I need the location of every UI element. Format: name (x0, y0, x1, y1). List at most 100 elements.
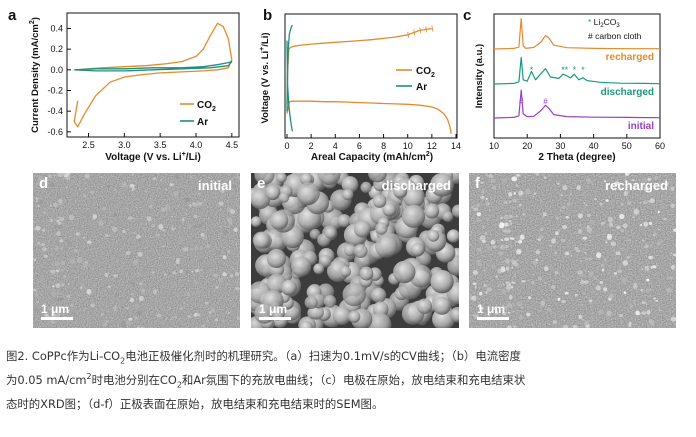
li2co3-peak-mark: * (581, 65, 585, 75)
legend-carbon-cloth: # carbon cloth (588, 31, 642, 41)
c-series-line (493, 89, 661, 119)
c-xtick-label: 10 (489, 141, 499, 151)
a-ytick-label: -0.6 (47, 127, 63, 137)
b-series-line (286, 24, 293, 112)
a-series-line (73, 22, 233, 128)
sem-image-f (469, 173, 676, 328)
panel-b-letter: b (263, 7, 272, 24)
a-ytick-label: 0.4 (50, 24, 63, 34)
c-xtick-label: 50 (622, 141, 632, 151)
legend-co2: CO2 (197, 100, 216, 113)
panel-b: b 0 2 4 6 8 10 12 14 Areal Capacity (mAh/cm2) V… (259, 7, 461, 163)
c-xtick-label: 30 (555, 141, 565, 151)
sem-d-scalebar: 1 μm (41, 302, 79, 320)
sem-panel-f: f recharged 1 μm (469, 173, 676, 328)
label-recharged: recharged (606, 52, 654, 63)
sem-d-letter: d (39, 175, 49, 192)
panel-a-frame (66, 12, 240, 138)
panel-c-xlabel: 2 Theta (degree) (538, 152, 615, 163)
legend-b-ar: Ar (416, 82, 427, 93)
panel-a: a 0.40.20.0-0.2-0.4-0.6 2.5 3.0 3.5 4.0 4.5 … (8, 7, 240, 163)
b-charge-tick (431, 25, 434, 32)
panel-b-series (286, 24, 452, 134)
panel-c-xticks: 10 20 30 40 50 60 (489, 134, 665, 151)
panel-b-xticks: 0 2 4 6 8 10 12 14 (284, 134, 461, 151)
b-xtick-label: 0 (284, 141, 289, 151)
sem-panel-e: e discharged 1 μm (251, 173, 459, 328)
figure-charts: a 0.40.20.0-0.2-0.4-0.6 2.5 3.0 3.5 4.0 4.5 … (8, 7, 665, 163)
sem-d-scale-label: 1 μm (41, 302, 70, 316)
panel-c-frame (493, 13, 661, 139)
figure-caption: 图2. CoPPc作为Li-CO2电池正极催化剂时的机理研究。（a）扫速为0.1… (6, 344, 692, 416)
panel-a-legend: CO2 Ar (180, 100, 216, 128)
panel-b-legend: CO2 Ar (396, 66, 435, 93)
carbon-cloth-peak-mark: # (543, 97, 548, 106)
panel-c-legend: * Li2CO3 # carbon cloth (588, 17, 642, 41)
panel-a-yticks: 0.4 0.2 0.0 -0.2 -0.4 -0.6 (47, 24, 71, 137)
li2co3-peak-mark: * (565, 65, 569, 75)
panel-c-ylabel: Intensity (a.u.) (474, 44, 485, 108)
legend-li2co3: * Li2CO3 (588, 17, 620, 29)
li2co3-peak-mark: * (573, 65, 577, 75)
c-series-line (493, 56, 661, 85)
b-xtick-label: 8 (381, 141, 386, 151)
a-ytick-label: 0.0 (50, 65, 63, 75)
li2co3-peak-mark: * (561, 65, 565, 75)
a-ytick-label: -0.2 (47, 86, 63, 96)
sem-e-state: discharged (381, 178, 451, 193)
a-series-line (74, 60, 233, 72)
a-xtick-label: 3.0 (118, 140, 131, 150)
panel-c: c 10 20 30 40 50 60 2 Theta (degree) Intensit… (463, 7, 665, 163)
c-xtick-label: 20 (522, 141, 532, 151)
b-series-line (286, 27, 432, 105)
sem-e-scale-label: 1 μm (259, 302, 288, 316)
b-charge-tick (413, 29, 416, 36)
sem-image-d (33, 173, 240, 328)
sem-panel-d: d initial 1 μm (33, 173, 240, 328)
panel-a-xlabel: Voltage (V vs. Li+/Li) (105, 151, 201, 163)
b-xtick-label: 10 (403, 141, 413, 151)
b-charge-tick (425, 26, 428, 33)
panel-a-ylabel: Current Density (mA/cm2) (29, 17, 41, 133)
b-xtick-label: 4 (333, 141, 338, 151)
caption-line-3: 态时的XRD图；（d-f）正极表面在原始，放电结束和充电结束时的SEM图。 (6, 397, 384, 411)
b-charge-tick (419, 27, 422, 34)
sem-d-state: initial (198, 178, 232, 193)
b-xtick-label: 14 (451, 141, 461, 151)
panel-a-series (73, 22, 233, 128)
sem-image-e (251, 173, 459, 328)
legend-ar: Ar (197, 117, 208, 128)
c-xtick-label: 40 (589, 141, 599, 151)
b-charge-tick (407, 31, 410, 38)
label-discharged: discharged (601, 87, 654, 98)
a-xtick-label: 4.0 (190, 140, 203, 150)
sem-f-state: recharged (605, 178, 668, 193)
sem-f-scalebar: 1 μm (477, 302, 515, 320)
b-series-line (286, 100, 452, 134)
panel-c-series (493, 18, 661, 119)
a-xtick-label: 3.5 (154, 140, 167, 150)
carbon-cloth-peak-mark: # (519, 97, 524, 106)
sem-e-scalebar: 1 μm (259, 302, 297, 320)
a-ytick-label: -0.4 (47, 106, 63, 116)
panel-a-letter: a (8, 7, 17, 24)
a-ytick-label: 0.2 (50, 44, 63, 54)
panel-b-frame (284, 13, 458, 139)
panel-b-ylabel: Voltage (V vs. Li+/Li) (259, 32, 271, 123)
caption-line-1: 图2. CoPPc作为Li-CO2电池正极催化剂时的机理研究。（a）扫速为0.1… (6, 349, 521, 366)
panel-c-letter: c (463, 7, 471, 24)
label-initial: initial (628, 121, 654, 132)
sem-f-letter: f (475, 175, 480, 192)
li2co3-peak-mark: * (530, 65, 534, 75)
b-xtick-label: 12 (427, 141, 437, 151)
a-xtick-label: 2.5 (82, 140, 95, 150)
panel-a-xticks: 2.5 3.0 3.5 4.0 4.5 (82, 133, 238, 150)
panel-c-peak-marks: * * * * *# # (519, 65, 585, 106)
c-xtick-label: 60 (655, 141, 665, 151)
c-series-line (493, 18, 660, 50)
b-xtick-label: 2 (309, 141, 314, 151)
panel-b-xlabel: Areal Capacity (mAh/cm2) (311, 151, 433, 163)
legend-b-co2: CO2 (416, 66, 435, 79)
b-xtick-label: 6 (357, 141, 362, 151)
sem-f-scale-label: 1 μm (477, 302, 506, 316)
